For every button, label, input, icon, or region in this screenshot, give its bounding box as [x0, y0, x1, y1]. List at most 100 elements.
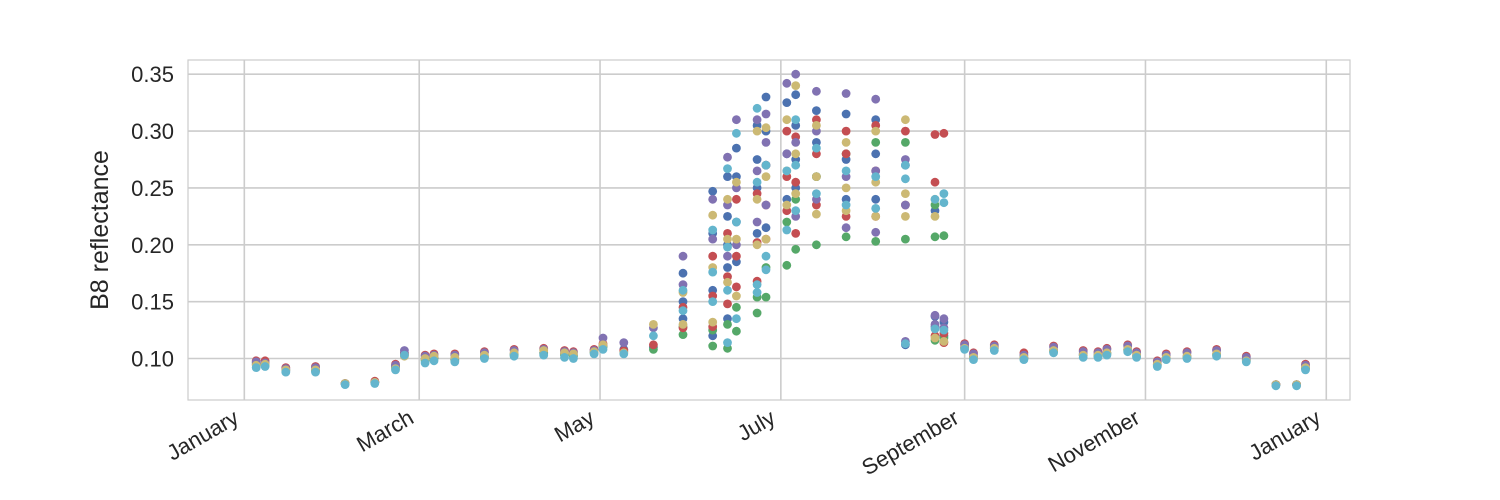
data-point: [723, 242, 732, 252]
data-point: [723, 263, 732, 272]
data-point: [708, 194, 718, 204]
data-point: [752, 288, 762, 297]
data-point: [649, 340, 658, 350]
data-point: [1093, 353, 1103, 362]
data-point: [649, 331, 658, 341]
data-point: [723, 251, 732, 261]
data-point: [930, 212, 940, 221]
data-point: [930, 194, 940, 204]
data-point: [723, 164, 732, 174]
y-tick-label: 0.30: [131, 119, 174, 144]
data-point: [901, 234, 910, 244]
x-tick-label: September: [857, 405, 963, 480]
data-point: [400, 350, 409, 360]
x-tick-label: January: [1244, 405, 1324, 466]
data-point: [450, 357, 460, 367]
data-point: [782, 200, 792, 210]
data-point: [761, 92, 771, 102]
data-point: [311, 367, 320, 377]
y-tick-label: 0.20: [131, 233, 174, 258]
data-point: [678, 320, 688, 329]
data-point: [782, 78, 792, 88]
y-tick-label: 0.35: [131, 62, 174, 87]
data-point: [1019, 355, 1029, 364]
data-point: [761, 109, 771, 119]
plot-frame: [187, 59, 1351, 401]
data-point: [871, 212, 881, 221]
x-tick-label: May: [550, 405, 598, 447]
data-point: [723, 285, 732, 295]
data-point: [841, 223, 851, 233]
data-point: [901, 212, 910, 221]
data-point: [589, 349, 599, 359]
data-point: [678, 330, 688, 339]
data-point: [782, 217, 792, 227]
data-point: [901, 126, 910, 136]
data-point: [1132, 353, 1141, 362]
data-point: [791, 69, 801, 79]
data-point: [841, 89, 851, 98]
data-point: [708, 234, 718, 244]
data-point: [723, 320, 732, 329]
data-point: [761, 138, 771, 147]
y-axis-label: B8 reflectance: [86, 150, 114, 310]
data-point: [340, 380, 350, 389]
data-point: [969, 355, 978, 364]
data-point: [812, 209, 821, 219]
data-point: [901, 200, 910, 210]
data-point: [791, 81, 801, 90]
data-point: [782, 260, 792, 270]
data-point: [930, 333, 940, 343]
data-point: [732, 291, 741, 301]
data-point: [812, 106, 821, 115]
data-point: [509, 351, 519, 361]
data-point: [791, 149, 801, 159]
data-point: [761, 123, 771, 133]
data-point: [281, 367, 291, 377]
data-point: [782, 166, 792, 176]
data-point: [901, 160, 910, 170]
data-point: [782, 225, 792, 235]
data-point: [989, 346, 999, 355]
data-point: [871, 237, 881, 246]
data-point: [901, 115, 910, 125]
data-point: [752, 115, 762, 125]
data-point: [732, 217, 741, 227]
data-point: [619, 349, 629, 359]
x-tick-label: July: [733, 405, 779, 446]
data-point: [723, 338, 732, 347]
data-point: [732, 302, 741, 312]
data-point: [782, 126, 792, 136]
data-point: [569, 354, 578, 363]
x-tick-label: November: [1044, 405, 1144, 477]
data-point: [930, 130, 940, 139]
data-point: [812, 143, 821, 153]
data-point: [723, 234, 732, 244]
data-point: [930, 324, 940, 334]
data-point: [678, 306, 688, 316]
data-point: [732, 128, 741, 138]
data-point: [732, 234, 741, 244]
data-point: [761, 234, 771, 244]
data-point: [732, 115, 741, 125]
data-point: [678, 251, 688, 261]
data-point: [761, 251, 771, 261]
data-point: [649, 320, 658, 329]
data-point: [1161, 355, 1171, 364]
data-point: [791, 206, 801, 216]
data-point: [1123, 347, 1133, 357]
data-point: [708, 251, 718, 261]
x-axis-ticks: January March May July September November Janu…: [163, 405, 1325, 480]
data-point: [678, 268, 688, 278]
data-point: [1102, 350, 1112, 360]
data-point: [871, 227, 881, 237]
data-point: [1182, 354, 1192, 363]
data-point: [598, 333, 608, 343]
data-point: [901, 138, 910, 147]
data-point: [708, 317, 718, 327]
x-tick-label: January: [163, 405, 243, 466]
data-point: [871, 194, 881, 204]
data-point: [752, 240, 762, 250]
data-point: [251, 363, 261, 372]
